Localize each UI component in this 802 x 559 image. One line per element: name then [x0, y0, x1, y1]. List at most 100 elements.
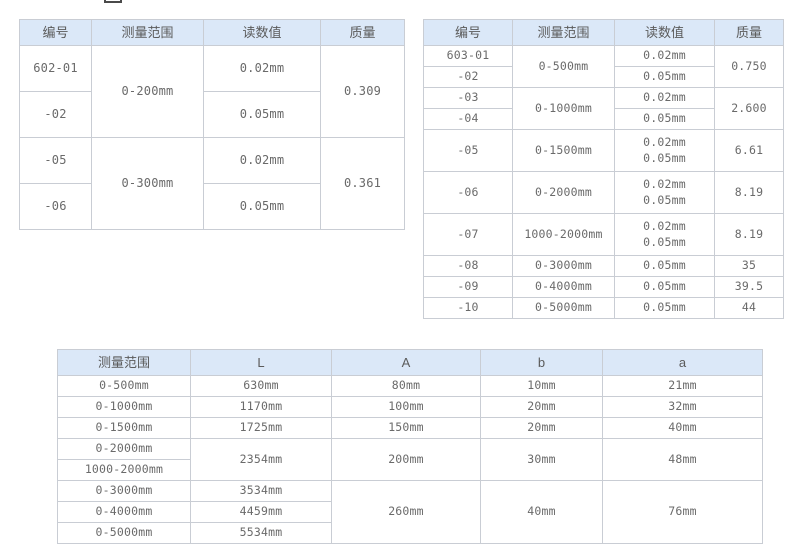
cell-range: 0-500mm — [57, 375, 191, 397]
cell-range: 0-4000mm — [57, 501, 191, 523]
table-row: -02 0.05mm — [423, 66, 784, 88]
cell-range: 0-2000mm — [512, 171, 615, 214]
cell-a-upper: 100mm — [331, 396, 481, 418]
table-row: -02 0.05mm — [19, 91, 405, 138]
cell-mass: 8.19 — [714, 171, 784, 214]
cell-a-lower: 76mm — [602, 480, 763, 544]
cell-code: -06 — [19, 183, 92, 230]
cell-code: -03 — [423, 87, 513, 109]
cell-mass: 44 — [714, 297, 784, 319]
column-header-a-upper: A — [331, 349, 481, 376]
table-header-row: 编号 测量范围 读数值 质量 — [423, 19, 784, 46]
cell-code: -10 — [423, 297, 513, 319]
cell-reading: 0.05mm — [614, 297, 715, 319]
table-row: 0-1500mm 1725mm 150mm 20mm 40mm — [57, 417, 763, 439]
cell-reading: 0.02mm — [203, 45, 321, 92]
column-header-mass: 质量 — [320, 19, 405, 46]
cell-l: 5534mm — [190, 522, 332, 544]
column-header-range: 测量范围 — [91, 19, 204, 46]
cell-code: -05 — [423, 129, 513, 172]
cell-l: 4459mm — [190, 501, 332, 523]
cell-mass: 0.750 — [714, 45, 784, 88]
cell-range: 0-200mm — [91, 45, 204, 138]
cell-range: 0-3000mm — [512, 255, 615, 277]
table-row: 0-3000mm 3534mm 260mm 40mm 76mm — [57, 480, 763, 544]
cell-a-lower: 40mm — [602, 417, 763, 439]
cell-b: 30mm — [480, 438, 603, 481]
cell-range: 0-1000mm — [512, 87, 615, 130]
table-row: -09 0-4000mm 0.05mm 39.5 — [423, 276, 784, 298]
cell-reading-line: 0.02mm — [643, 218, 686, 233]
cell-reading: 0.05mm — [614, 276, 715, 298]
cell-code: 602-01 — [19, 45, 92, 92]
602-series-spec-table: 编号 测量范围 读数值 质量 602-01 0-200mm 0.02mm 0.3… — [19, 19, 405, 230]
cell-l: 1725mm — [190, 417, 332, 439]
cell-range: 1000-2000mm — [512, 213, 615, 256]
cell-code: -05 — [19, 137, 92, 184]
cell-range: 0-500mm — [512, 45, 615, 88]
cell-a-upper: 80mm — [331, 375, 481, 397]
table-row: -10 0-5000mm 0.05mm 44 — [423, 297, 784, 319]
cell-reading: 0.02mm — [614, 45, 715, 67]
cell-reading: 0.05mm — [614, 108, 715, 130]
table-row: -03 0-1000mm 0.02mm 2.600 — [423, 87, 784, 130]
cell-reading: 0.05mm — [203, 183, 321, 230]
cell-reading: 0.02mm 0.05mm — [614, 213, 715, 256]
cell-reading: 0.05mm — [203, 91, 321, 138]
cell-range: 0-1500mm — [512, 129, 615, 172]
cell-reading-line: 0.05mm — [643, 192, 686, 207]
cell-a-lower: 21mm — [602, 375, 763, 397]
column-header-reading: 读数值 — [203, 19, 321, 46]
column-header-reading: 读数值 — [614, 19, 715, 46]
table-row: -05 0-300mm 0.02mm 0.361 — [19, 137, 405, 230]
cell-range: 0-5000mm — [57, 522, 191, 544]
cell-reading-line: 0.02mm — [643, 176, 686, 191]
cell-code: -04 — [423, 108, 513, 130]
cell-b: 20mm — [480, 417, 603, 439]
table-row: -05 0-1500mm 0.02mm 0.05mm 6.61 — [423, 129, 784, 172]
cell-range: 0-1500mm — [57, 417, 191, 439]
cell-code: -09 — [423, 276, 513, 298]
cell-l: 3534mm — [190, 480, 332, 502]
cell-range: 1000-2000mm — [57, 459, 191, 481]
cell-range: 0-300mm — [91, 137, 204, 230]
column-header-a-lower: a — [602, 349, 763, 376]
cell-l: 630mm — [190, 375, 332, 397]
cell-mass: 39.5 — [714, 276, 784, 298]
cell-reading: 0.05mm — [614, 255, 715, 277]
cell-reading-line: 0.05mm — [643, 150, 686, 165]
cell-b: 10mm — [480, 375, 603, 397]
603-series-spec-table: 编号 测量范围 读数值 质量 603-01 0-500mm 0.02mm 0.7… — [423, 19, 784, 319]
table-row: -08 0-3000mm 0.05mm 35 — [423, 255, 784, 277]
table-row: 603-01 0-500mm 0.02mm 0.750 — [423, 45, 784, 88]
table-row: -06 0-2000mm 0.02mm 0.05mm 8.19 — [423, 171, 784, 214]
cell-reading: 0.02mm — [203, 137, 321, 184]
table-row: 1000-2000mm — [57, 459, 763, 481]
cell-reading: 0.02mm 0.05mm — [614, 129, 715, 172]
cell-l: 1170mm — [190, 396, 332, 418]
column-header-code: 编号 — [19, 19, 92, 46]
cell-code: -06 — [423, 171, 513, 214]
table-row: -06 0.05mm — [19, 183, 405, 230]
cell-range: 0-1000mm — [57, 396, 191, 418]
cell-a-upper: 200mm — [331, 438, 481, 481]
cell-reading-line: 0.05mm — [643, 234, 686, 249]
cell-l: 2354mm — [190, 438, 332, 481]
cell-code: -07 — [423, 213, 513, 256]
cell-a-lower: 32mm — [602, 396, 763, 418]
cropped-glyph-fragment — [104, 0, 122, 3]
cell-a-upper: 260mm — [331, 480, 481, 544]
table-header-row: 测量范围 L A b a — [57, 349, 763, 376]
cell-b: 40mm — [480, 480, 603, 544]
column-header-range: 测量范围 — [512, 19, 615, 46]
cell-mass: 8.19 — [714, 213, 784, 256]
column-header-l: L — [190, 349, 332, 376]
cell-range: 0-3000mm — [57, 480, 191, 502]
dimensions-table: 测量范围 L A b a 0-500mm 630mm 80mm 10mm 21m… — [57, 349, 763, 544]
table-row: -07 1000-2000mm 0.02mm 0.05mm 8.19 — [423, 213, 784, 256]
cell-range: 0-2000mm — [57, 438, 191, 460]
cell-b: 20mm — [480, 396, 603, 418]
table-row: 0-4000mm 4459mm — [57, 501, 763, 523]
cell-a-lower: 48mm — [602, 438, 763, 481]
column-header-code: 编号 — [423, 19, 513, 46]
